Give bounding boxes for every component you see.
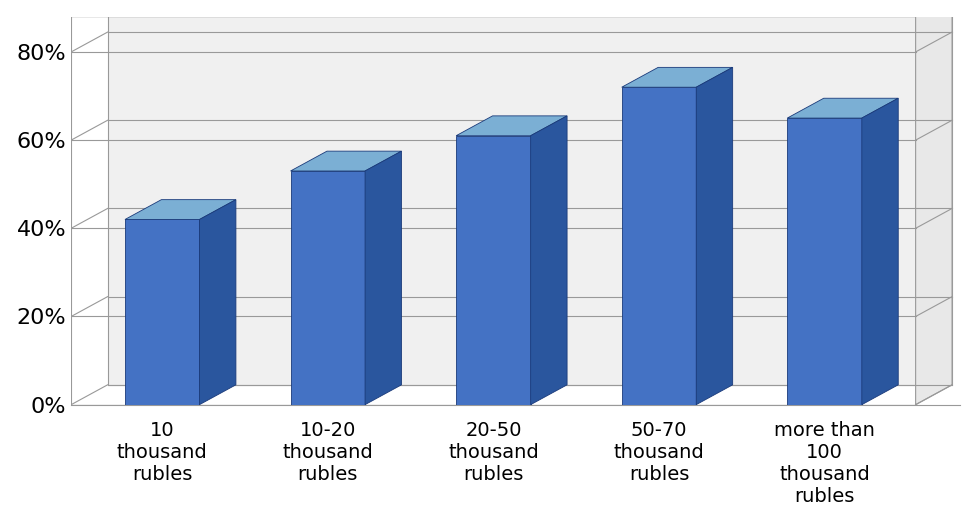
Polygon shape (787, 118, 862, 405)
Polygon shape (621, 67, 733, 87)
Polygon shape (107, 0, 952, 385)
Polygon shape (71, 0, 952, 17)
Polygon shape (125, 200, 235, 220)
Polygon shape (697, 67, 733, 405)
Polygon shape (456, 116, 567, 135)
Polygon shape (862, 98, 898, 405)
Polygon shape (787, 98, 898, 118)
Polygon shape (365, 151, 402, 405)
Polygon shape (125, 220, 199, 405)
Polygon shape (456, 135, 531, 405)
Polygon shape (290, 151, 402, 171)
Polygon shape (199, 200, 235, 405)
Polygon shape (290, 171, 365, 405)
Polygon shape (531, 116, 567, 405)
Polygon shape (915, 0, 952, 405)
Polygon shape (621, 87, 697, 405)
